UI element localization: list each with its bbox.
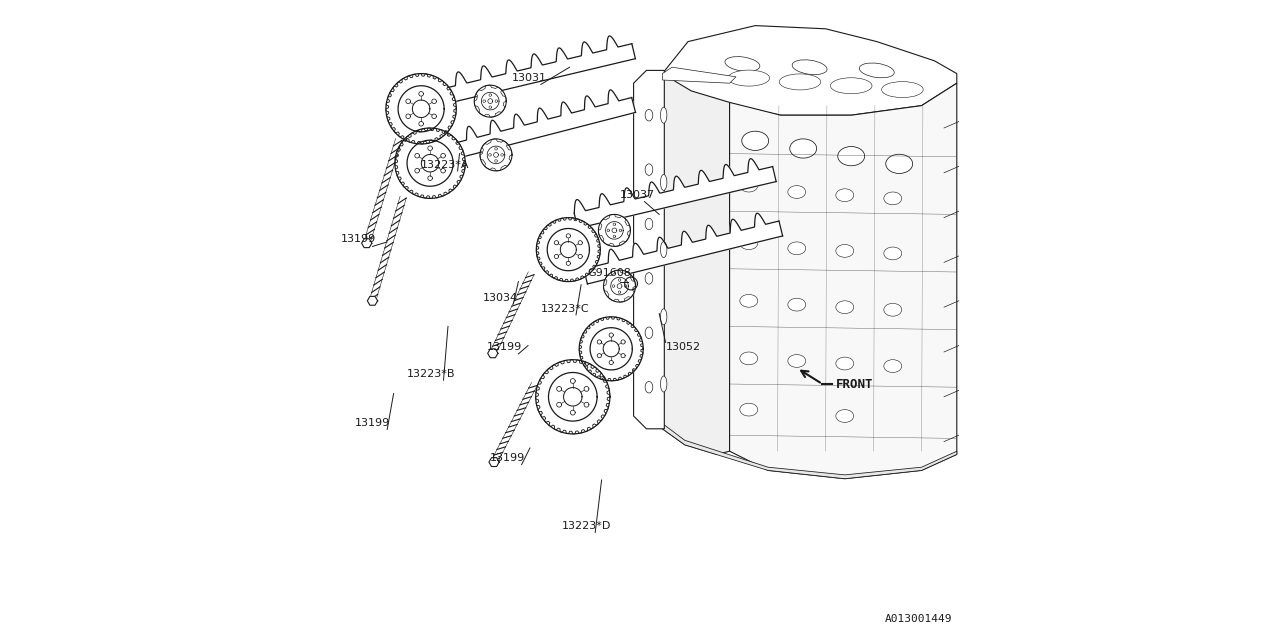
Polygon shape — [730, 83, 957, 479]
Ellipse shape — [787, 355, 806, 367]
Polygon shape — [394, 128, 466, 198]
Ellipse shape — [780, 74, 820, 90]
Text: 13199: 13199 — [340, 234, 376, 244]
Polygon shape — [489, 458, 499, 467]
Ellipse shape — [645, 381, 653, 393]
Ellipse shape — [836, 301, 854, 314]
Polygon shape — [663, 67, 736, 83]
Polygon shape — [367, 296, 378, 305]
Polygon shape — [663, 26, 957, 115]
Polygon shape — [584, 213, 782, 284]
Text: G91608: G91608 — [588, 268, 631, 278]
Ellipse shape — [831, 78, 872, 94]
Text: 13052: 13052 — [666, 342, 700, 352]
Text: 13223*C: 13223*C — [540, 303, 589, 314]
Ellipse shape — [838, 147, 865, 166]
Polygon shape — [370, 196, 406, 301]
Ellipse shape — [859, 63, 895, 78]
Ellipse shape — [787, 242, 806, 255]
Text: 13223*B: 13223*B — [407, 369, 454, 379]
Ellipse shape — [883, 360, 901, 372]
Ellipse shape — [836, 189, 854, 202]
Ellipse shape — [660, 175, 667, 191]
Ellipse shape — [660, 309, 667, 325]
Polygon shape — [492, 383, 538, 463]
Text: FRONT: FRONT — [836, 378, 873, 392]
Text: A013001449: A013001449 — [884, 614, 952, 624]
Ellipse shape — [740, 403, 758, 416]
Ellipse shape — [645, 273, 653, 284]
Ellipse shape — [836, 244, 854, 257]
Ellipse shape — [740, 179, 758, 192]
Text: 13037: 13037 — [620, 189, 654, 200]
Ellipse shape — [883, 192, 901, 205]
Ellipse shape — [790, 139, 817, 158]
Ellipse shape — [645, 164, 653, 175]
Ellipse shape — [787, 298, 806, 311]
Polygon shape — [364, 139, 402, 244]
Polygon shape — [575, 159, 776, 228]
Polygon shape — [490, 272, 534, 355]
Ellipse shape — [645, 327, 653, 339]
Ellipse shape — [728, 70, 769, 86]
Polygon shape — [663, 425, 957, 479]
Text: 13031: 13031 — [512, 73, 547, 83]
Ellipse shape — [740, 237, 758, 250]
Polygon shape — [604, 270, 635, 302]
Ellipse shape — [660, 242, 667, 258]
Ellipse shape — [724, 56, 760, 72]
Ellipse shape — [740, 352, 758, 365]
Ellipse shape — [836, 410, 854, 422]
Polygon shape — [580, 317, 644, 381]
Text: 13223*D: 13223*D — [562, 521, 612, 531]
Polygon shape — [634, 70, 664, 429]
Ellipse shape — [660, 376, 667, 392]
Ellipse shape — [836, 357, 854, 370]
Ellipse shape — [645, 218, 653, 230]
Ellipse shape — [645, 109, 653, 121]
Polygon shape — [599, 214, 631, 246]
Ellipse shape — [882, 82, 923, 98]
Ellipse shape — [660, 108, 667, 124]
Text: 13199: 13199 — [356, 417, 390, 428]
Polygon shape — [387, 74, 457, 144]
Ellipse shape — [883, 303, 901, 316]
Polygon shape — [663, 74, 730, 454]
Polygon shape — [536, 218, 600, 282]
Text: 13034: 13034 — [484, 292, 518, 303]
Polygon shape — [475, 85, 507, 117]
Polygon shape — [430, 36, 635, 107]
Polygon shape — [536, 360, 611, 434]
Text: 13223*A: 13223*A — [421, 159, 470, 170]
Ellipse shape — [740, 294, 758, 307]
Ellipse shape — [787, 186, 806, 198]
Polygon shape — [488, 349, 498, 358]
Polygon shape — [362, 239, 371, 248]
Text: 13199: 13199 — [486, 342, 522, 352]
Ellipse shape — [886, 154, 913, 173]
Ellipse shape — [883, 247, 901, 260]
Text: 13199: 13199 — [490, 452, 525, 463]
Polygon shape — [443, 90, 635, 161]
Polygon shape — [480, 139, 512, 171]
Ellipse shape — [792, 60, 827, 75]
Ellipse shape — [742, 131, 769, 150]
